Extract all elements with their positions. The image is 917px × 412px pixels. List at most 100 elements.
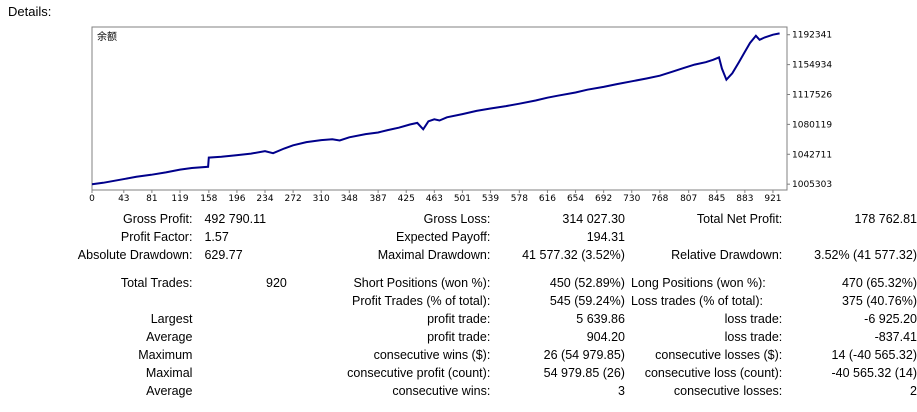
profit-factor-label: Profit Factor: [120, 230, 193, 244]
gross-loss-value: 314 027.30 [562, 212, 625, 226]
x-tick-label: 425 [398, 194, 415, 204]
profit-trades-label: Profit Trades (% of total): [352, 294, 491, 308]
stats-table: Gross Profit: 492 790.11 Gross Loss: 314… [8, 210, 917, 400]
loss-trades-label: Loss trades (% of total): [630, 294, 763, 308]
x-tick-label: 921 [764, 194, 781, 204]
x-tick-label: 654 [567, 194, 584, 204]
x-tick-label: 43 [118, 194, 129, 204]
stats-row: Profit Factor: 1.57 Expected Payoff: 194… [8, 228, 917, 246]
x-tick-label: 501 [454, 194, 471, 204]
stats-row: Total Trades: 920 Short Positions (won %… [8, 274, 917, 292]
gross-profit-value: 492 790.11 [204, 212, 267, 226]
details-title: Details: [8, 4, 52, 19]
average-label: Average [146, 330, 193, 344]
maximal-label: Maximal [145, 366, 193, 380]
max-consecutive-losses-label: consecutive losses ($): [655, 348, 783, 362]
y-tick-label: 1042711 [792, 150, 832, 160]
x-tick-label: 616 [539, 194, 556, 204]
total-trades-value: 920 [266, 276, 287, 290]
x-tick-label: 807 [680, 194, 697, 204]
balance-chart: 余额 0 43 81 119 158 196 234 272 310 348 387 425 463 50… [89, 26, 832, 204]
x-tick-label: 730 [623, 194, 640, 204]
x-tick-label: 0 [89, 194, 95, 204]
x-tick-label: 272 [285, 194, 302, 204]
total-net-profit-label: Total Net Profit: [696, 212, 783, 226]
average-consecutive-losses-value: 2 [910, 384, 917, 398]
average-profit-trade-value: 904.20 [586, 330, 625, 344]
average-loss-trade-value: -837.41 [874, 330, 917, 344]
average-profit-trade-label: profit trade: [427, 330, 491, 344]
x-tick-label: 81 [146, 194, 157, 204]
short-positions-value: 450 (52.89%) [549, 276, 625, 290]
y-tick-label: 1154934 [792, 61, 832, 71]
maximal-consecutive-profit-value: 54 979.85 (26) [543, 366, 625, 380]
maximal-drawdown-value: 41 577.32 (3.52%) [522, 248, 625, 262]
chart-title: 余额 [97, 30, 117, 43]
expected-payoff-value: 194.31 [586, 230, 625, 244]
gross-loss-label: Gross Loss: [423, 212, 491, 226]
max-consecutive-wins-label: consecutive wins ($): [373, 348, 491, 362]
average-consecutive-wins-value: 3 [618, 384, 625, 398]
stats-row: Gross Profit: 492 790.11 Gross Loss: 314… [8, 210, 917, 228]
empty-cell [198, 346, 296, 364]
loss-trades-value: 375 (40.76%) [841, 294, 917, 308]
x-tick-label: 463 [426, 194, 443, 204]
stats-row: Largest profit trade: 5 639.86 loss trad… [8, 310, 917, 328]
expected-payoff-label: Expected Payoff: [396, 230, 491, 244]
y-tick-label: 1192341 [792, 31, 832, 41]
empty-cell [198, 328, 296, 346]
maximal-consecutive-profit-label: consecutive profit (count): [347, 366, 491, 380]
row-spacer [8, 264, 917, 274]
x-tick-label: 578 [511, 194, 528, 204]
maximum-label: Maximum [138, 348, 193, 362]
stats-row: Profit Trades (% of total): 545 (59.24%)… [8, 292, 917, 310]
stats-row: Absolute Drawdown: 629.77 Maximal Drawdo… [8, 246, 917, 264]
x-tick-label: 768 [651, 194, 668, 204]
maximal-drawdown-label: Maximal Drawdown: [377, 248, 491, 262]
total-net-profit-value: 178 762.81 [854, 212, 917, 226]
stats-row: Average profit trade: 904.20 loss trade:… [8, 328, 917, 346]
x-tick-label: 692 [595, 194, 612, 204]
x-tick-label: 119 [171, 194, 188, 204]
profit-trades-value: 545 (59.24%) [549, 294, 625, 308]
average-loss-trade-label: loss trade: [724, 330, 783, 344]
empty-cell [631, 228, 788, 246]
total-trades-label: Total Trades: [120, 276, 193, 290]
largest-loss-trade-label: loss trade: [724, 312, 783, 326]
empty-cell [198, 364, 296, 382]
long-positions-label: Long Positions (won %): [630, 276, 766, 290]
absolute-drawdown-value: 629.77 [204, 248, 243, 262]
balance-series-line [91, 32, 780, 186]
short-positions-label: Short Positions (won %): [353, 276, 491, 290]
gross-profit-label: Gross Profit: [122, 212, 193, 226]
average-consecutive-wins-label: consecutive wins: [392, 384, 491, 398]
profit-factor-value: 1.57 [204, 230, 229, 244]
empty-cell [8, 292, 198, 310]
y-tick-label: 1005303 [792, 180, 832, 190]
stats-row: Average consecutive wins: 3 consecutive … [8, 382, 917, 400]
x-tick-label: 234 [256, 194, 273, 204]
long-positions-value: 470 (65.32%) [841, 276, 917, 290]
x-tick-label: 845 [708, 194, 725, 204]
maximal-consecutive-loss-value: -40 565.32 (14) [831, 366, 917, 380]
x-tick-label: 387 [370, 194, 387, 204]
stats-row: Maximal consecutive profit (count): 54 9… [8, 364, 917, 382]
largest-profit-trade-label: profit trade: [427, 312, 491, 326]
empty-cell [198, 292, 296, 310]
x-tick-label: 310 [313, 194, 330, 204]
maximal-consecutive-loss-label: consecutive loss (count): [644, 366, 783, 380]
relative-drawdown-label: Relative Drawdown: [671, 248, 783, 262]
max-consecutive-losses-value: 14 (-40 565.32) [831, 348, 917, 362]
absolute-drawdown-label: Absolute Drawdown: [77, 248, 193, 262]
empty-cell [788, 228, 917, 246]
chart-plot-area [91, 26, 788, 191]
y-tick-label: 1080119 [792, 120, 832, 130]
relative-drawdown-value: 3.52% (41 577.32) [814, 248, 917, 262]
x-tick-label: 348 [341, 194, 358, 204]
x-tick-label: 539 [482, 194, 499, 204]
empty-cell [198, 310, 296, 328]
average-label: Average [146, 384, 193, 398]
y-tick-label: 1117526 [792, 90, 832, 100]
max-consecutive-wins-value: 26 (54 979.85) [543, 348, 625, 362]
x-tick-label: 158 [200, 194, 217, 204]
